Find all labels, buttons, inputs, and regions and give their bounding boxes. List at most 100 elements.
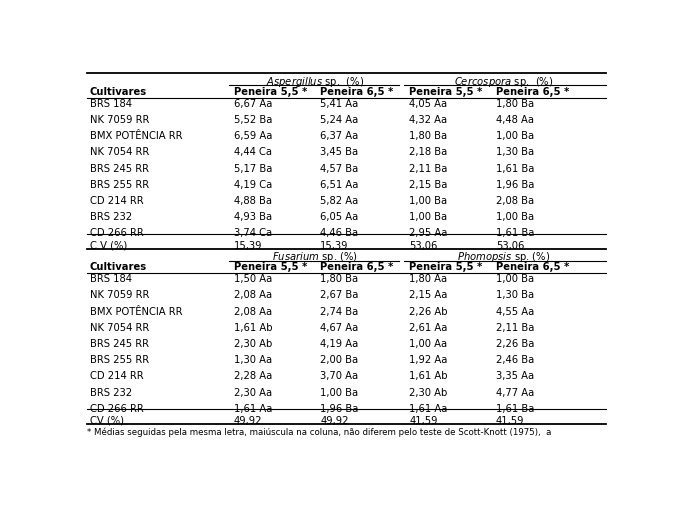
Text: Cultivares: Cultivares [90,87,147,97]
Text: Peneira 6,5 *: Peneira 6,5 * [320,262,393,272]
Text: 1,61 Ba: 1,61 Ba [496,404,534,414]
Text: Peneira 5,5 *: Peneira 5,5 * [409,87,483,97]
Text: 1,00 Ba: 1,00 Ba [496,274,534,284]
Text: 1,80 Aa: 1,80 Aa [409,274,448,284]
Text: 1,00 Aa: 1,00 Aa [409,339,448,349]
Text: 1,61 Ab: 1,61 Ab [409,371,448,381]
Text: 53,06: 53,06 [496,240,524,250]
Text: Peneira 5,5 *: Peneira 5,5 * [234,262,307,272]
Text: 2,15 Aa: 2,15 Aa [409,290,448,300]
Text: BRS 232: BRS 232 [90,212,132,222]
Text: 6,37 Aa: 6,37 Aa [320,131,358,141]
Text: 2,11 Ba: 2,11 Ba [496,323,534,333]
Text: 1,61 Aa: 1,61 Aa [409,404,448,414]
Text: 4,44 Ca: 4,44 Ca [234,147,272,157]
Text: Cultivares: Cultivares [90,262,147,272]
Text: CD 214 RR: CD 214 RR [90,371,143,381]
Text: 4,32 Aa: 4,32 Aa [409,115,448,125]
Text: 6,05 Aa: 6,05 Aa [320,212,358,222]
Text: 4,67 Aa: 4,67 Aa [320,323,358,333]
Text: 2,30 Ab: 2,30 Ab [409,388,448,398]
Text: CV (%): CV (%) [90,416,124,426]
Text: Peneira 6,5 *: Peneira 6,5 * [496,262,569,272]
Text: BRS 232: BRS 232 [90,388,132,398]
Text: 1,30 Ba: 1,30 Ba [496,290,534,300]
Text: 1,96 Ba: 1,96 Ba [496,180,534,190]
Text: 1,30 Ba: 1,30 Ba [496,147,534,157]
Text: CD 266 RR: CD 266 RR [90,404,143,414]
Text: CD 214 RR: CD 214 RR [90,196,143,206]
Text: 2,46 Ba: 2,46 Ba [496,355,534,365]
Text: BRS 255 RR: BRS 255 RR [90,180,149,190]
Text: 3,35 Aa: 3,35 Aa [496,371,534,381]
Text: 1,61 Ab: 1,61 Ab [234,323,272,333]
Text: $\mathit{Phomopsis}$ sp. (%): $\mathit{Phomopsis}$ sp. (%) [457,250,550,264]
Text: 1,61 Ba: 1,61 Ba [496,228,534,238]
Text: 4,19 Aa: 4,19 Aa [320,339,358,349]
Text: 2,18 Ba: 2,18 Ba [409,147,448,157]
Text: 2,26 Ba: 2,26 Ba [496,339,534,349]
Text: 1,00 Ba: 1,00 Ba [409,212,448,222]
Text: CD 266 RR: CD 266 RR [90,228,143,238]
Text: 6,59 Aa: 6,59 Aa [234,131,272,141]
Text: 2,28 Aa: 2,28 Aa [234,371,272,381]
Text: $\mathit{Cercospora}$ sp.  (%): $\mathit{Cercospora}$ sp. (%) [454,75,554,89]
Text: Peneira 5,5 *: Peneira 5,5 * [234,87,307,97]
Text: 2,00 Ba: 2,00 Ba [320,355,358,365]
Text: 2,08 Aa: 2,08 Aa [234,307,272,317]
Text: 49,92: 49,92 [234,416,262,426]
Text: 49,92: 49,92 [320,416,349,426]
Text: 1,80 Ba: 1,80 Ba [409,131,448,141]
Text: BRS 255 RR: BRS 255 RR [90,355,149,365]
Text: 4,46 Ba: 4,46 Ba [320,228,358,238]
Text: 1,30 Aa: 1,30 Aa [234,355,272,365]
Text: BRS 184: BRS 184 [90,274,132,284]
Text: Peneira 6,5 *: Peneira 6,5 * [496,87,569,97]
Text: 4,05 Aa: 4,05 Aa [409,99,448,109]
Text: 1,00 Ba: 1,00 Ba [320,388,358,398]
Text: 2,11 Ba: 2,11 Ba [409,164,448,174]
Text: 41,59: 41,59 [496,416,525,426]
Text: 3,45 Ba: 3,45 Ba [320,147,358,157]
Text: NK 7059 RR: NK 7059 RR [90,115,149,125]
Text: Peneira 6,5 *: Peneira 6,5 * [320,87,393,97]
Text: 2,15 Ba: 2,15 Ba [409,180,448,190]
Text: 4,19 Ca: 4,19 Ca [234,180,272,190]
Text: 1,61 Aa: 1,61 Aa [234,404,272,414]
Text: 1,96 Ba: 1,96 Ba [320,404,359,414]
Text: 2,08 Ba: 2,08 Ba [496,196,534,206]
Text: 2,95 Aa: 2,95 Aa [409,228,448,238]
Text: 6,51 Aa: 6,51 Aa [320,180,359,190]
Text: 2,74 Ba: 2,74 Ba [320,307,358,317]
Text: 15,39: 15,39 [320,240,349,250]
Text: 2,30 Aa: 2,30 Aa [234,388,272,398]
Text: NK 7054 RR: NK 7054 RR [90,323,149,333]
Text: 1,00 Ba: 1,00 Ba [409,196,448,206]
Text: 4,57 Ba: 4,57 Ba [320,164,358,174]
Text: 1,92 Aa: 1,92 Aa [409,355,448,365]
Text: $\mathit{Fusarium}$ sp. (%): $\mathit{Fusarium}$ sp. (%) [272,250,358,264]
Text: 1,50 Aa: 1,50 Aa [234,274,272,284]
Text: BMX POTÊNCIA RR: BMX POTÊNCIA RR [90,131,183,141]
Text: 53,06: 53,06 [409,240,437,250]
Text: 4,93 Ba: 4,93 Ba [234,212,272,222]
Text: BMX POTÊNCIA RR: BMX POTÊNCIA RR [90,307,183,317]
Text: 5,24 Aa: 5,24 Aa [320,115,358,125]
Text: Peneira 5,5 *: Peneira 5,5 * [409,262,483,272]
Text: BRS 245 RR: BRS 245 RR [90,164,149,174]
Text: 1,00 Ba: 1,00 Ba [496,131,534,141]
Text: 5,41 Aa: 5,41 Aa [320,99,358,109]
Text: NK 7054 RR: NK 7054 RR [90,147,149,157]
Text: 4,88 Ba: 4,88 Ba [234,196,272,206]
Text: BRS 245 RR: BRS 245 RR [90,339,149,349]
Text: 4,55 Aa: 4,55 Aa [496,307,534,317]
Text: 2,30 Ab: 2,30 Ab [234,339,272,349]
Text: 1,00 Ba: 1,00 Ba [496,212,534,222]
Text: 2,67 Ba: 2,67 Ba [320,290,359,300]
Text: 5,52 Ba: 5,52 Ba [234,115,272,125]
Text: 2,61 Aa: 2,61 Aa [409,323,448,333]
Text: 2,08 Aa: 2,08 Aa [234,290,272,300]
Text: BRS 184: BRS 184 [90,99,132,109]
Text: 41,59: 41,59 [409,416,438,426]
Text: 6,67 Aa: 6,67 Aa [234,99,272,109]
